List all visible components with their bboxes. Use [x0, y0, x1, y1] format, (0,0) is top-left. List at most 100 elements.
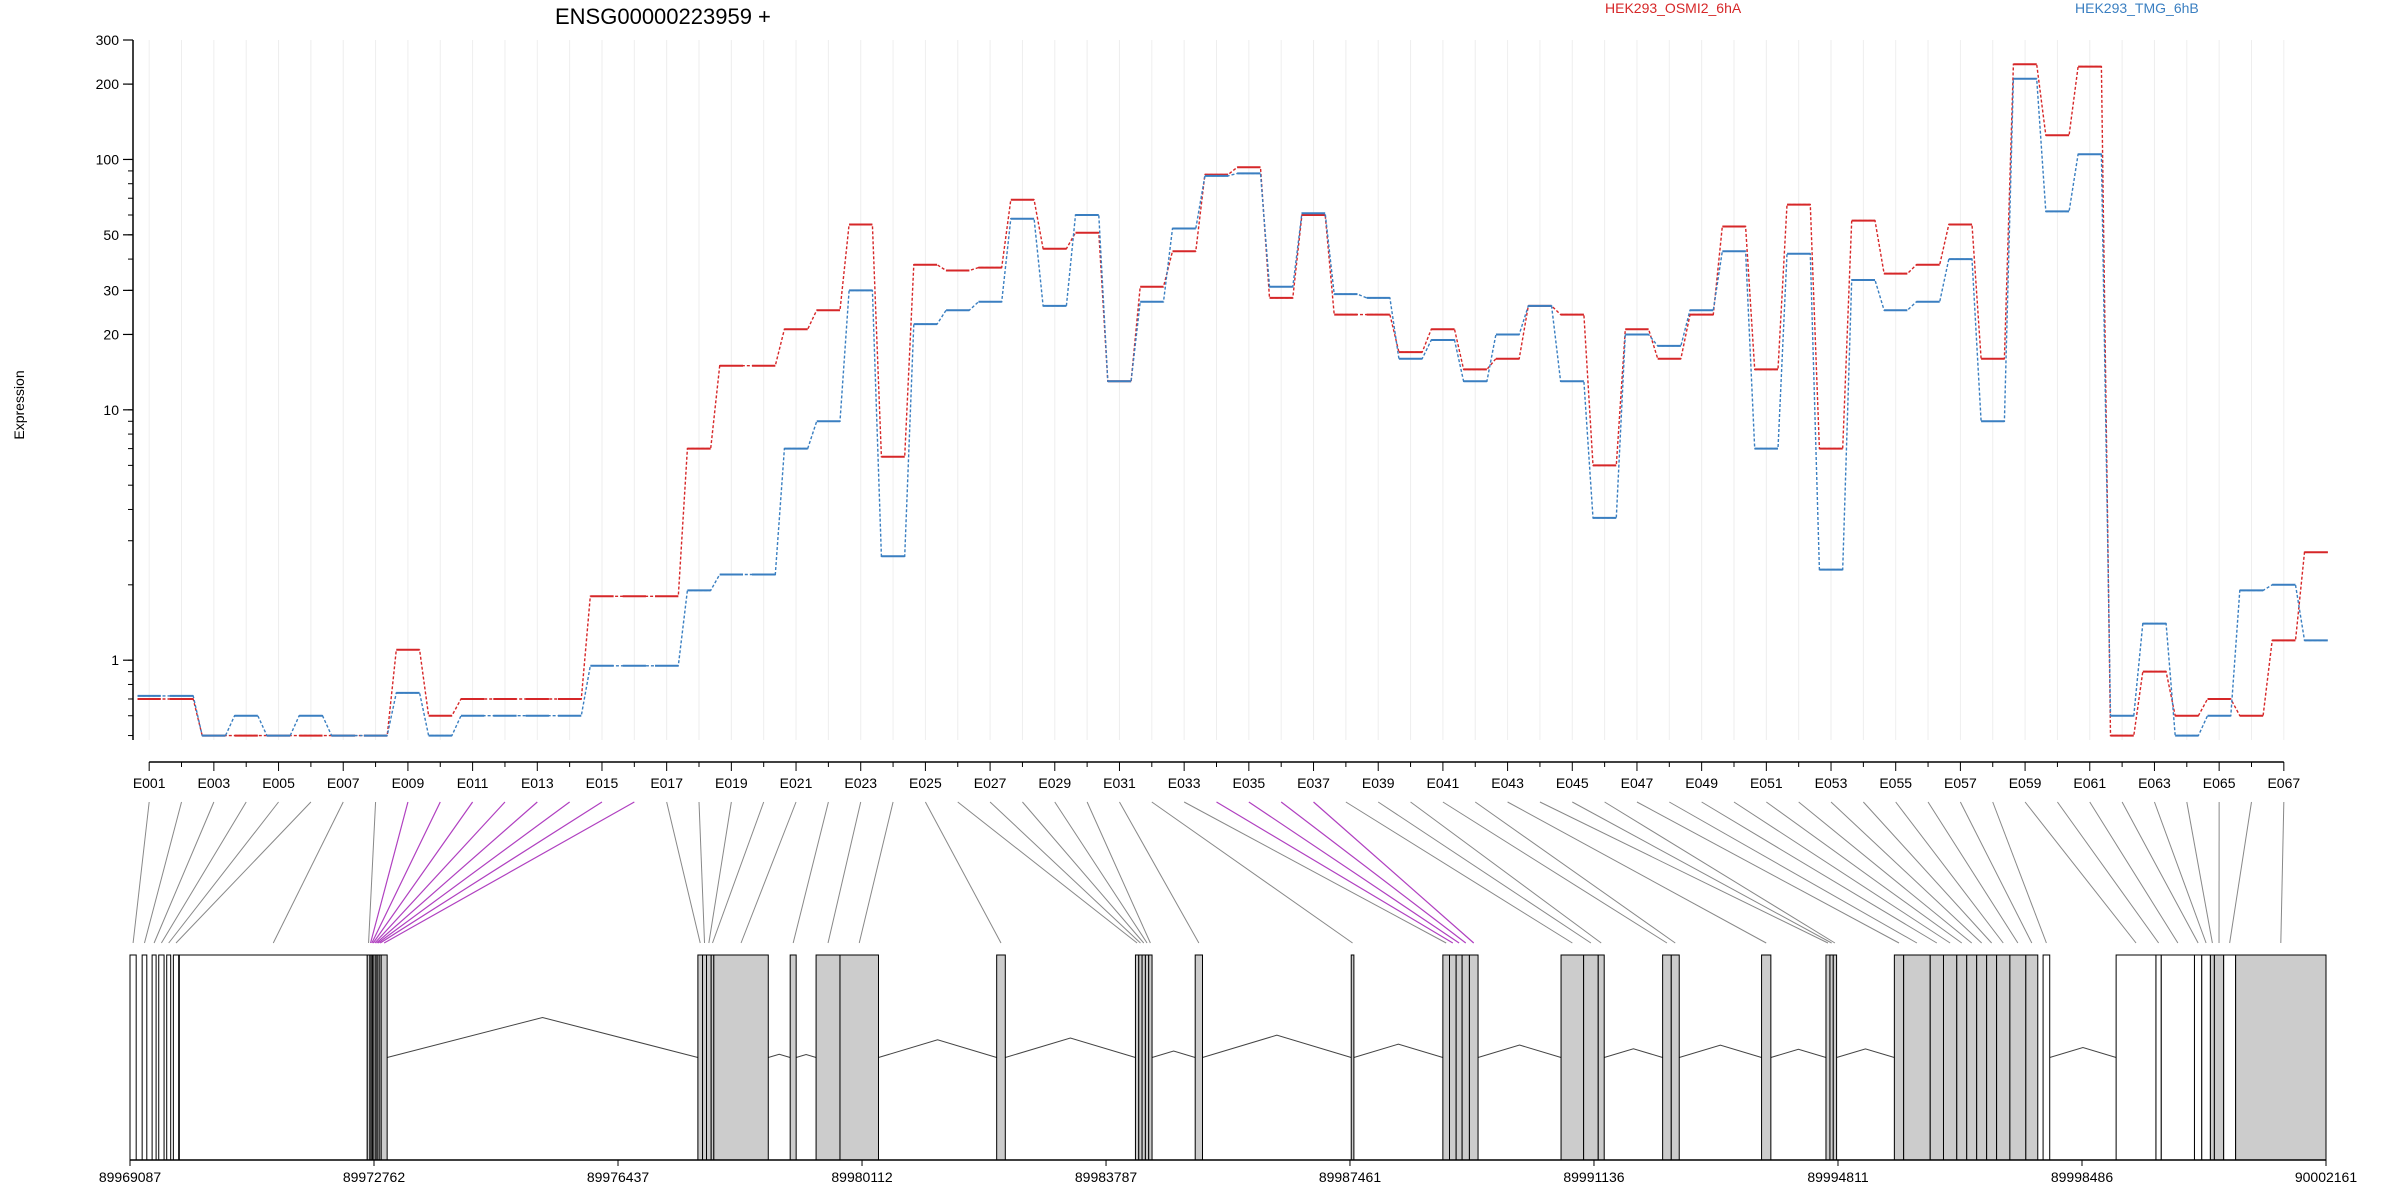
exon-connector	[1927, 801, 2019, 944]
intron	[387, 1016, 699, 1058]
exon-connector	[1992, 801, 2047, 944]
exon-connector	[1216, 801, 1454, 944]
exon-box	[172, 954, 180, 1161]
x-tick-label: E009	[392, 775, 425, 791]
exon-box	[2201, 954, 2211, 1161]
y-tick-label: 50	[103, 227, 119, 243]
exon-connector	[1539, 801, 1829, 944]
exon-box	[1903, 954, 1931, 1161]
exon-connector	[132, 801, 150, 944]
genomic-tick-label: 90002161	[2295, 1169, 2358, 1185]
exon-connector	[2280, 801, 2285, 944]
exon-box	[2009, 954, 2027, 1161]
exon-connector	[1313, 801, 1475, 944]
exon-connector	[1248, 801, 1460, 944]
x-tick-label: E003	[198, 775, 231, 791]
exon-box	[1560, 954, 1585, 1161]
intron	[796, 1053, 817, 1058]
expression-series	[137, 63, 2328, 737]
intron	[1151, 1050, 1196, 1058]
x-tick-label: E007	[327, 775, 360, 791]
exon-box	[2160, 954, 2195, 1161]
exon-connector	[924, 801, 1002, 944]
x-tick-label: E013	[521, 775, 554, 791]
x-tick-label: E023	[844, 775, 877, 791]
exon-box	[2025, 954, 2039, 1161]
exon-box	[380, 954, 388, 1161]
exon-connector	[740, 801, 797, 944]
series-osmi2	[137, 63, 2328, 737]
exon-connector	[2121, 801, 2199, 944]
y-tick-label: 200	[96, 76, 120, 92]
exon-connector	[383, 801, 635, 944]
exon-connector	[708, 801, 732, 944]
exon-box	[2155, 954, 2162, 1161]
x-tick-label: E025	[909, 775, 942, 791]
exon-connector	[376, 801, 538, 944]
exon-connector	[1054, 801, 1148, 944]
y-tick-label: 30	[103, 282, 119, 298]
exon-connector	[1830, 801, 1983, 944]
intron	[878, 1039, 997, 1058]
exon-connector	[2186, 801, 2213, 944]
x-tick-label: E001	[133, 775, 166, 791]
x-tick-label: E065	[2203, 775, 2236, 791]
exon-box	[1986, 954, 1998, 1161]
intron	[768, 1053, 791, 1058]
exon-connector	[712, 801, 765, 944]
x-tick-label: E063	[2138, 775, 2171, 791]
exon-connector	[1959, 801, 2033, 944]
exon-connector	[1022, 801, 1145, 944]
exon-box	[2223, 954, 2237, 1161]
exon-box	[1583, 954, 1599, 1161]
y-tick-label: 300	[96, 32, 120, 48]
y-tick-label: 1	[111, 652, 119, 668]
exon-connector	[1766, 801, 1963, 944]
x-axis-exon-labels: E001 E003 E005 E007 E009 E011 E013 E015 E017 E019…	[133, 761, 2300, 791]
exon-connector	[1151, 801, 1353, 944]
exon-connector	[1669, 801, 1918, 944]
x-tick-label: E067	[2267, 775, 2300, 791]
x-tick-label: E045	[1556, 775, 1589, 791]
exon-box	[1761, 954, 1772, 1161]
intron	[1005, 1037, 1136, 1058]
exon-box	[2193, 954, 2203, 1161]
x-tick-label: E061	[2073, 775, 2106, 791]
exon-connector	[1507, 801, 1767, 944]
exon-box	[2042, 954, 2051, 1161]
x-tick-label: E057	[1944, 775, 1977, 791]
exon-connector	[160, 801, 247, 944]
intron	[1679, 1044, 1762, 1058]
exon-box	[2213, 954, 2225, 1161]
exon-connector	[858, 801, 894, 944]
genomic-tick-label: 89994811	[1807, 1169, 1868, 1185]
exon-connector	[1604, 801, 1836, 944]
exon-box	[1662, 954, 1672, 1161]
exon-box	[702, 954, 708, 1161]
exon-connector-lines	[132, 801, 2285, 944]
x-tick-label: E019	[715, 775, 748, 791]
legend-entry-tmg: HEK293_TMG_6hB	[2075, 0, 2199, 16]
exon-connector	[379, 801, 603, 944]
exon-connector	[371, 801, 441, 944]
exon-connector	[1862, 801, 1992, 944]
exon-connector	[1086, 801, 1151, 944]
x-tick-label: E015	[586, 775, 619, 791]
exon-connector	[143, 801, 182, 944]
x-tick-label: E031	[1103, 775, 1136, 791]
exon-box	[789, 954, 797, 1161]
x-tick-label: E053	[1815, 775, 1848, 791]
exon-box	[1468, 954, 1479, 1161]
genomic-tick-label: 89976437	[587, 1169, 650, 1185]
x-tick-label: E043	[1491, 775, 1524, 791]
intron	[1477, 1044, 1562, 1058]
exon-connector	[666, 801, 701, 944]
exon-box	[129, 954, 137, 1161]
y-axis: 1 10 20 30 50 100 200 300	[96, 32, 134, 740]
genomic-tick-label: 89991136	[1563, 1169, 1624, 1185]
x-tick-label: E039	[1362, 775, 1395, 791]
x-tick-label: E035	[1232, 775, 1265, 791]
genomic-coordinate-axis: 89969087 89972762 89976437 89980112 89983787…	[99, 1159, 2358, 1185]
exon-box	[151, 954, 157, 1161]
